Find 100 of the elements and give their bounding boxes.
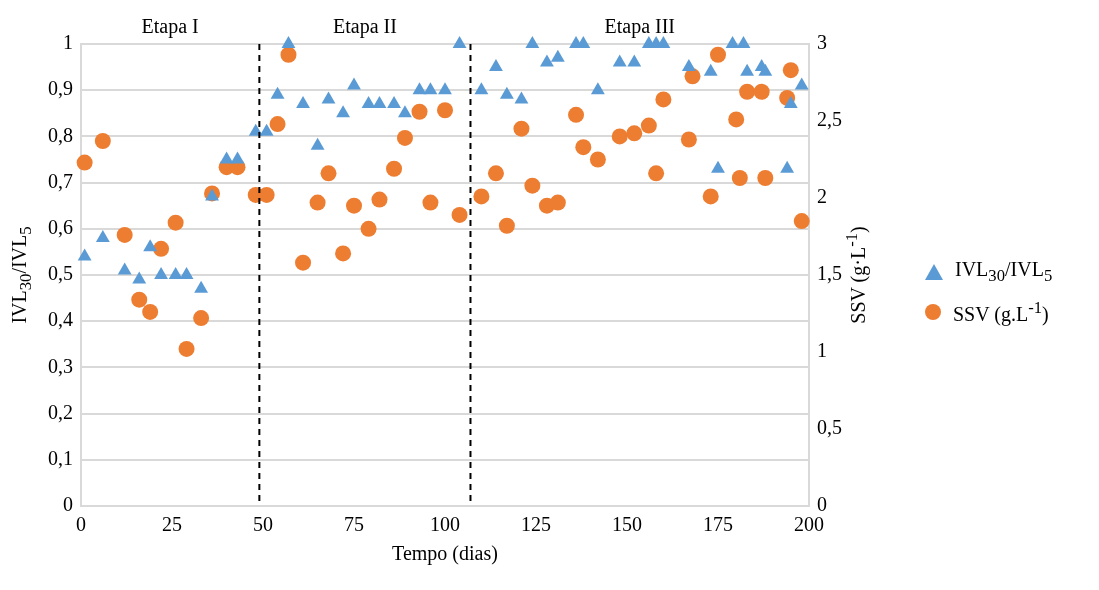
point [681, 59, 696, 72]
point [154, 267, 169, 279]
point [575, 139, 592, 156]
point [116, 226, 133, 243]
point [372, 96, 387, 109]
point [611, 128, 628, 145]
x-tick-label: 100 [430, 513, 460, 536]
point [398, 105, 412, 118]
point [346, 197, 362, 214]
y2-tick-label: 1 [817, 339, 827, 362]
point [498, 217, 515, 234]
x-tick-label: 125 [521, 513, 551, 536]
point [296, 96, 310, 109]
point [95, 230, 110, 243]
point [740, 63, 755, 76]
point [193, 310, 210, 327]
point [387, 96, 401, 109]
point [270, 86, 285, 99]
point [550, 49, 565, 62]
point [451, 206, 468, 223]
text: Etapa I [141, 15, 199, 39]
y2-tick-label: 3 [817, 31, 827, 54]
y2-tick-label: 0 [817, 493, 827, 516]
point [525, 36, 540, 48]
point [194, 280, 209, 293]
point [438, 82, 452, 95]
point [117, 262, 132, 275]
x-tick-label: 75 [344, 513, 364, 536]
point [793, 213, 810, 230]
y-tick-label: 0,5 [48, 262, 73, 285]
text: Etapa II [332, 15, 397, 39]
y-tick-label: 1 [63, 31, 73, 54]
point [739, 83, 756, 100]
point [310, 137, 325, 150]
point [783, 96, 798, 109]
point [473, 188, 490, 205]
point [710, 46, 726, 63]
point [780, 160, 795, 173]
point [711, 160, 725, 173]
point [230, 151, 245, 164]
point [499, 86, 514, 99]
y-tick-label: 0,3 [48, 354, 73, 377]
point [612, 54, 627, 67]
point [320, 165, 337, 182]
point [590, 82, 605, 95]
point [396, 129, 413, 146]
point [648, 165, 665, 182]
y-tick-label: 0,2 [48, 400, 73, 423]
point [179, 267, 194, 279]
point [142, 303, 159, 320]
point [513, 120, 530, 137]
point [360, 220, 377, 237]
point [589, 151, 606, 168]
point [539, 54, 554, 67]
point [321, 91, 336, 104]
point [782, 62, 799, 79]
point [626, 125, 643, 142]
point [281, 36, 296, 48]
point [280, 46, 297, 63]
point [489, 59, 503, 72]
point [411, 103, 428, 120]
x-tick-label: 150 [612, 513, 642, 536]
point [452, 36, 467, 48]
point [640, 117, 657, 134]
point [487, 165, 504, 182]
point [153, 240, 170, 257]
point [335, 245, 352, 262]
point [627, 54, 642, 67]
y-tick-label: 0,1 [48, 447, 73, 470]
point [295, 254, 312, 271]
point [131, 291, 148, 308]
point [423, 82, 438, 95]
point [336, 105, 351, 118]
point [132, 271, 147, 284]
point [728, 111, 745, 128]
point [422, 194, 439, 211]
y2-tick-label: 0,5 [817, 416, 842, 439]
point [167, 214, 184, 231]
point [361, 96, 376, 109]
point [703, 63, 718, 76]
y-tick-label: 0,9 [48, 77, 73, 100]
y-tick-label: 0,6 [48, 216, 73, 239]
point [794, 77, 809, 90]
y2-tick-label: 1,5 [817, 262, 842, 285]
point [347, 77, 361, 90]
text: Etapa III [604, 15, 675, 39]
x-tick-label: 175 [703, 513, 733, 536]
point [680, 131, 697, 148]
legend-label: SSV (g.L$^{-1}$) [953, 298, 1049, 326]
x-tick-label: 25 [162, 513, 182, 536]
point [309, 194, 326, 211]
x-tick-label: 200 [794, 513, 824, 536]
point [143, 239, 158, 252]
point [736, 36, 751, 48]
point [549, 194, 566, 211]
point [178, 340, 195, 357]
point [269, 116, 286, 133]
point [386, 160, 403, 177]
point [514, 91, 529, 104]
point [76, 154, 93, 171]
